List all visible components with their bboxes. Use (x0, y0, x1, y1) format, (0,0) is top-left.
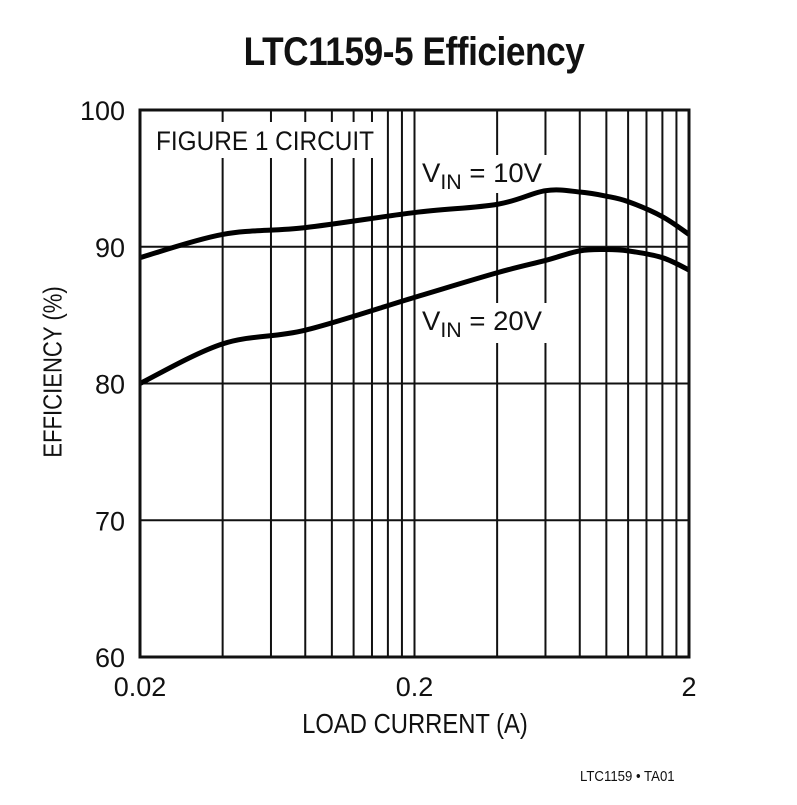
x-axis-label: LOAD CURRENT (A) (302, 708, 528, 739)
series-label-vin-20v: VIN = 20V (422, 306, 542, 342)
series-line-vin-20v (138, 246, 691, 386)
chart-title: LTC1159-5 Efficiency (243, 30, 585, 74)
figure-id: LTC1159 • TA01 (580, 768, 675, 785)
series-line-vin-10v (139, 187, 691, 261)
x-tick-label: 2 (681, 672, 696, 702)
y-axis-label: EFFICIENCY (%) (37, 286, 68, 458)
y-tick-label: 90 (95, 233, 125, 263)
annotation-figure-1-circuit: FIGURE 1 CIRCUIT (156, 126, 374, 156)
x-tick-label: 0.02 (114, 672, 167, 702)
data-series (138, 187, 691, 386)
x-tick-label: 0.2 (396, 672, 434, 702)
chart-labels: FIGURE 1 CIRCUIT VIN = 10V VIN = 20V 60 70 80… (80, 96, 697, 702)
plot-frame (138, 108, 691, 659)
series-label-vin-10v: VIN = 10V (422, 158, 542, 194)
y-tick-label: 80 (95, 370, 125, 400)
y-tick-label: 60 (95, 643, 125, 673)
y-tick-label: 100 (80, 96, 125, 126)
grid-lines (140, 110, 689, 657)
y-tick-label: 70 (95, 506, 125, 536)
